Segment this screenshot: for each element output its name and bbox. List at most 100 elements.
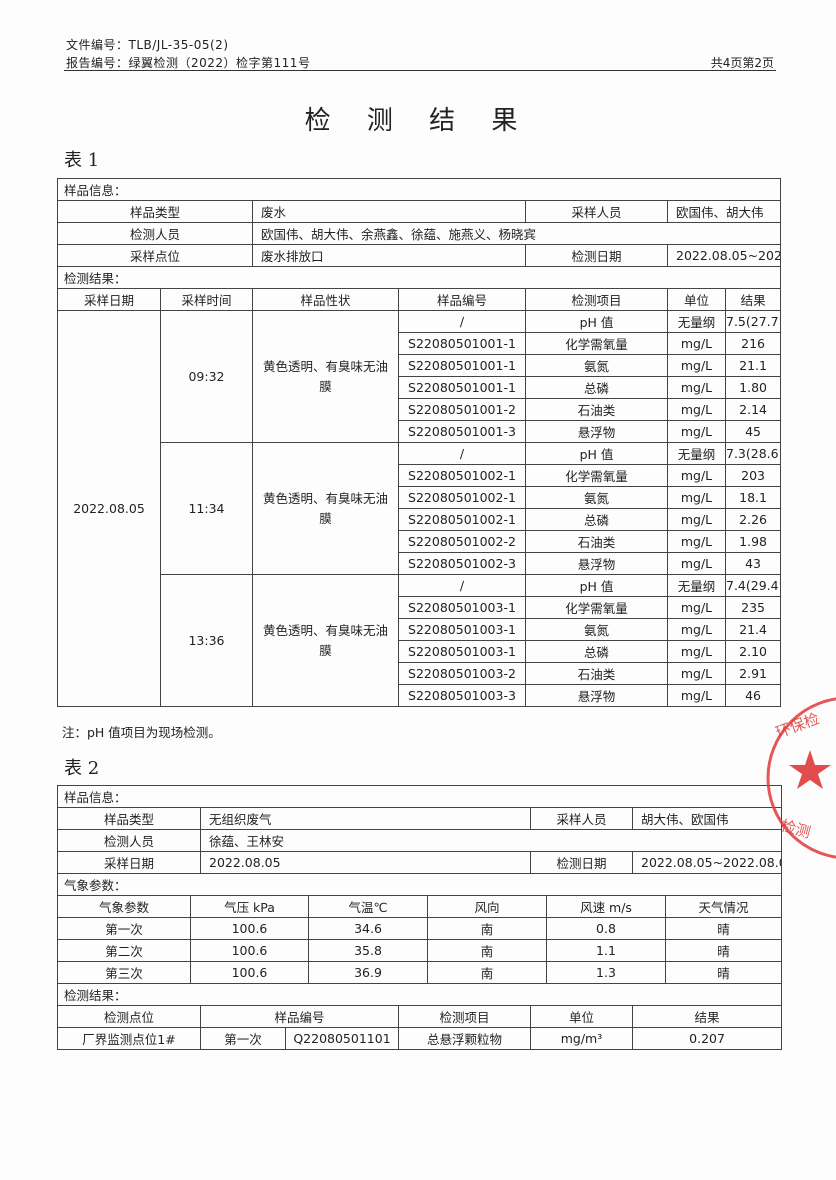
weather-cell: 100.6: [190, 917, 309, 940]
table-row: S22080501003-1 总磷 mg/L 2.10: [58, 640, 782, 663]
result: 216: [724, 332, 782, 355]
table-row: S22080501002-2 石油类 mg/L 1.98: [58, 530, 782, 553]
result: 18.1: [724, 486, 782, 509]
info-value: 废水排放口: [252, 244, 526, 267]
sample-id: S22080501002-1: [398, 486, 526, 509]
weather-cell: 36.9: [308, 961, 428, 984]
unit: mg/m³: [530, 1027, 633, 1050]
table-row: S22080501002-3 悬浮物 mg/L 43: [58, 552, 782, 575]
weather-cell: 南: [427, 917, 547, 940]
result: 2.91: [724, 662, 782, 685]
unit: mg/L: [667, 398, 726, 421]
sampling-time: 13:36: [160, 574, 253, 707]
table1-note: 注：pH 值项目为现场检测。: [62, 725, 221, 740]
info-label: 检测人员: [57, 829, 201, 852]
weather-cell: 1.3: [546, 961, 666, 984]
table-row: S22080501003-3 悬浮物 mg/L 46: [58, 684, 782, 707]
unit: mg/L: [667, 684, 726, 707]
weather-cell: 第一次: [57, 917, 191, 940]
sample-id: S22080501001-1: [398, 332, 526, 355]
table-row: S22080501001-3 悬浮物 mg/L 45: [58, 420, 782, 443]
sample-id: S22080501002-2: [398, 530, 526, 553]
table-row: 第二次 100.6 35.8 南 1.1 晴: [57, 939, 783, 962]
table-row: 厂界监测点位1# 第一次 Q22080501101 总悬浮颗粒物 mg/m³ 0.207: [57, 1027, 783, 1050]
svg-text:检测: 检测: [779, 816, 813, 841]
info-value: 2022.08.05~2022.08.07: [631, 851, 783, 874]
test-item: 总悬浮颗粒物: [398, 1027, 531, 1050]
weather-cell: 南: [427, 961, 547, 984]
sample-id: S22080501003-2: [398, 662, 526, 685]
info-label: 检测日期: [530, 851, 633, 874]
test-item: 氨氮: [525, 486, 668, 509]
sample-id: S22080501002-1: [398, 508, 526, 531]
sample-id: S22080501002-3: [398, 552, 526, 575]
table-row: 检测点位 样品编号 检测项目 单位 结果: [57, 1005, 783, 1028]
unit: 无量纲: [667, 574, 726, 597]
test-item: 石油类: [525, 662, 668, 685]
unit: 无量纲: [667, 442, 726, 465]
weather-cell: 第二次: [57, 939, 191, 962]
result: 21.1: [724, 354, 782, 377]
result: 7.5(27.7℃): [724, 310, 782, 333]
result: 21.4: [724, 618, 782, 641]
info-label: 检测人员: [57, 222, 253, 245]
column-header: 天气情况: [664, 895, 783, 918]
section-label: 样品信息：: [56, 178, 782, 201]
column-header: 气压 kPa: [190, 895, 309, 918]
unit: 无量纲: [667, 310, 726, 333]
weather-cell: 35.8: [308, 939, 428, 962]
sample-id: /: [398, 310, 526, 333]
table-row: 采样日期 采样时间 样品性状 样品编号 检测项目 单位 结果: [57, 288, 782, 311]
red-seal-stamp: 环保检 检测: [766, 697, 836, 859]
section-label: 气象参数：: [56, 873, 783, 896]
info-value: 废水: [252, 200, 526, 223]
section-label: 样品信息：: [56, 785, 783, 808]
sample-id: S22080501003-1: [398, 640, 526, 663]
sample-id: S22080501003-3: [398, 684, 526, 707]
column-header: 样品性状: [252, 288, 399, 311]
result: 46: [724, 684, 782, 707]
sample-id: /: [398, 442, 526, 465]
unit: mg/L: [667, 640, 726, 663]
weather-cell: 晴: [664, 939, 783, 962]
test-item: 悬浮物: [525, 420, 668, 443]
result: 45: [724, 420, 782, 443]
table-row: 采样日期 2022.08.05 检测日期 2022.08.05~2022.08.07: [57, 851, 783, 874]
unit: mg/L: [667, 354, 726, 377]
table-row: 气象参数：: [56, 873, 783, 896]
column-header: 气温℃: [308, 895, 428, 918]
test-item: 化学需氧量: [525, 332, 668, 355]
unit: mg/L: [667, 332, 726, 355]
sample-appearance: 黄色透明、有臭味无油膜: [252, 574, 399, 707]
table-row: 气象参数 气压 kPa 气温℃ 风向 风速 m/s 天气情况: [57, 895, 783, 918]
result: 43: [724, 552, 782, 575]
info-label: 采样点位: [57, 244, 253, 267]
info-value: 2022.08.05~2022.08.07: [666, 244, 782, 267]
table-row: 样品信息：: [56, 178, 782, 201]
unit: mg/L: [667, 508, 726, 531]
table-row: 检测结果：: [56, 983, 783, 1006]
result: 1.80: [724, 376, 782, 399]
column-header: 单位: [667, 288, 726, 311]
test-item: 总磷: [525, 376, 668, 399]
table-row: 样品信息：: [56, 785, 783, 808]
sample-round: 第一次: [200, 1027, 286, 1050]
table-row: 第一次 100.6 34.6 南 0.8 晴: [57, 917, 783, 940]
sample-appearance: 黄色透明、有臭味无油膜: [252, 310, 399, 443]
table-row: S22080501002-1 氨氮 mg/L 18.1: [58, 486, 782, 509]
weather-cell: 晴: [664, 917, 783, 940]
table-row: 检测人员 徐蕴、王林安: [57, 829, 783, 852]
unit: mg/L: [667, 530, 726, 553]
info-label: 采样人员: [525, 200, 668, 223]
test-item: 悬浮物: [525, 684, 668, 707]
test-item: 化学需氧量: [525, 596, 668, 619]
column-header: 检测点位: [57, 1005, 201, 1028]
sample-appearance: 黄色透明、有臭味无油膜: [252, 442, 399, 575]
sample-id: /: [398, 574, 526, 597]
result: 7.3(28.6℃): [724, 442, 782, 465]
column-header: 风速 m/s: [546, 895, 666, 918]
unit: mg/L: [667, 662, 726, 685]
